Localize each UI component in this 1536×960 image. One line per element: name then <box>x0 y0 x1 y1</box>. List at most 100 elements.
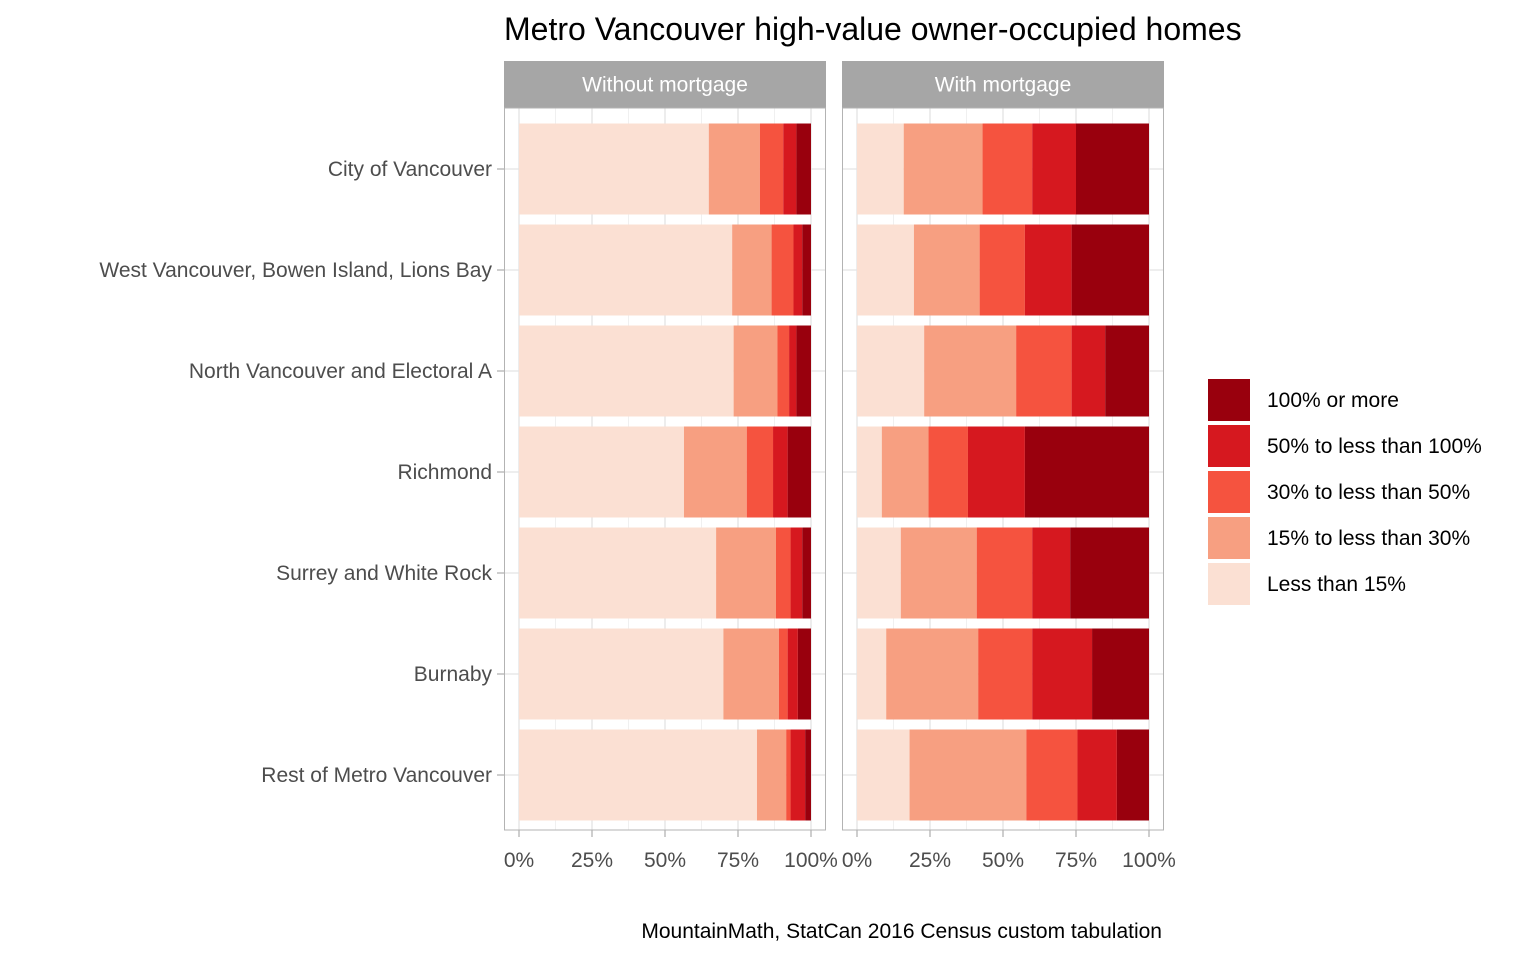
bar-without-mortgage-north-vancouver-and-electoral-a-less-than-15 <box>519 325 734 417</box>
bar-with-mortgage-west-vancouver-bowen-island-lions-bay-15-to-less-than-30 <box>913 224 980 316</box>
x-tick-label: 0% <box>842 849 872 872</box>
bar-without-mortgage-surrey-and-white-rock-50-to-less-than-100 <box>790 527 803 619</box>
facet-strip <box>504 61 826 108</box>
legend-label-15-to-less-than-30: 15% to less than 30% <box>1267 527 1470 550</box>
bar-without-mortgage-north-vancouver-and-electoral-a-30-to-less-than-50 <box>777 325 790 417</box>
bar-with-mortgage-city-of-vancouver-50-to-less-than-100 <box>1032 123 1076 215</box>
bar-without-mortgage-rest-of-metro-vancouver-15-to-less-than-30 <box>756 729 787 821</box>
bar-without-mortgage-west-vancouver-bowen-island-lions-bay-50-to-less-than-100 <box>793 224 803 316</box>
bar-without-mortgage-surrey-and-white-rock-30-to-less-than-50 <box>775 527 791 619</box>
bar-without-mortgage-burnaby-15-to-less-than-30 <box>723 628 779 720</box>
bar-with-mortgage-rest-of-metro-vancouver-50-to-less-than-100 <box>1077 729 1117 821</box>
category-label-burnaby: Burnaby <box>414 663 493 686</box>
category-label-west-vancouver-bowen-island-lions-bay: West Vancouver, Bowen Island, Lions Bay <box>99 259 492 282</box>
bar-with-mortgage-city-of-vancouver-15-to-less-than-30 <box>903 123 983 215</box>
x-tick-label: 50% <box>982 849 1024 872</box>
facet-strip-label: With mortgage <box>935 74 1072 97</box>
bar-without-mortgage-north-vancouver-and-electoral-a-15-to-less-than-30 <box>733 325 778 417</box>
bar-without-mortgage-burnaby-30-to-less-than-50 <box>778 628 788 720</box>
bar-without-mortgage-west-vancouver-bowen-island-lions-bay-30-to-less-than-50 <box>771 224 794 316</box>
x-tick-label: 25% <box>909 849 951 872</box>
bar-without-mortgage-rest-of-metro-vancouver-100-or-more <box>805 729 811 821</box>
bar-without-mortgage-rest-of-metro-vancouver-30-to-less-than-50 <box>786 729 791 821</box>
legend-label-100-or-more: 100% or more <box>1267 389 1399 412</box>
x-tick-label: 25% <box>571 849 613 872</box>
bar-with-mortgage-burnaby-15-to-less-than-30 <box>886 628 979 720</box>
category-label-richmond: Richmond <box>397 461 492 484</box>
bar-with-mortgage-west-vancouver-bowen-island-lions-bay-50-to-less-than-100 <box>1024 224 1072 316</box>
bar-without-mortgage-surrey-and-white-rock-15-to-less-than-30 <box>716 527 776 619</box>
legend-key-50-to-less-than-100 <box>1208 425 1250 467</box>
bar-with-mortgage-surrey-and-white-rock-100-or-more <box>1070 527 1149 619</box>
bar-with-mortgage-burnaby-100-or-more <box>1092 628 1149 720</box>
bar-without-mortgage-city-of-vancouver-100-or-more <box>796 123 811 215</box>
bar-without-mortgage-richmond-30-to-less-than-50 <box>746 426 774 518</box>
bar-without-mortgage-city-of-vancouver-less-than-15 <box>519 123 709 215</box>
bar-without-mortgage-north-vancouver-and-electoral-a-50-to-less-than-100 <box>789 325 797 417</box>
bar-with-mortgage-rest-of-metro-vancouver-30-to-less-than-50 <box>1026 729 1078 821</box>
bar-with-mortgage-west-vancouver-bowen-island-lions-bay-100-or-more <box>1071 224 1149 316</box>
bar-with-mortgage-rest-of-metro-vancouver-100-or-more <box>1116 729 1149 821</box>
bar-with-mortgage-richmond-100-or-more <box>1024 426 1149 518</box>
bar-with-mortgage-rest-of-metro-vancouver-15-to-less-than-30 <box>909 729 1027 821</box>
bar-with-mortgage-burnaby-less-than-15 <box>857 628 887 720</box>
bar-without-mortgage-richmond-50-to-less-than-100 <box>773 426 788 518</box>
bar-with-mortgage-richmond-15-to-less-than-30 <box>881 426 929 518</box>
category-label-surrey-and-white-rock: Surrey and White Rock <box>276 562 492 585</box>
facet-strip <box>842 61 1164 108</box>
x-tick-label: 100% <box>1122 849 1176 872</box>
bar-without-mortgage-rest-of-metro-vancouver-50-to-less-than-100 <box>790 729 806 821</box>
x-tick-label: 0% <box>504 849 534 872</box>
bar-with-mortgage-city-of-vancouver-less-than-15 <box>857 123 904 215</box>
category-label-city-of-vancouver: City of Vancouver <box>328 158 492 181</box>
bar-with-mortgage-richmond-30-to-less-than-50 <box>928 426 968 518</box>
bar-without-mortgage-west-vancouver-bowen-island-lions-bay-100-or-more <box>802 224 811 316</box>
category-label-north-vancouver-and-electoral-a: North Vancouver and Electoral A <box>189 360 492 383</box>
chart-caption: MountainMath, StatCan 2016 Census custom… <box>641 920 1162 943</box>
facet-strip-label: Without mortgage <box>582 74 748 97</box>
bar-with-mortgage-burnaby-30-to-less-than-50 <box>978 628 1033 720</box>
bar-with-mortgage-city-of-vancouver-30-to-less-than-50 <box>982 123 1033 215</box>
bar-with-mortgage-west-vancouver-bowen-island-lions-bay-30-to-less-than-50 <box>979 224 1025 316</box>
bar-without-mortgage-surrey-and-white-rock-less-than-15 <box>519 527 717 619</box>
bar-with-mortgage-rest-of-metro-vancouver-less-than-15 <box>857 729 910 821</box>
bar-without-mortgage-north-vancouver-and-electoral-a-100-or-more <box>796 325 811 417</box>
bar-without-mortgage-west-vancouver-bowen-island-lions-bay-15-to-less-than-30 <box>732 224 772 316</box>
facet-panel-with-mortgage: With mortgage 0% 25% 50% 75% 100% <box>842 61 1176 872</box>
bar-without-mortgage-city-of-vancouver-15-to-less-than-30 <box>708 123 760 215</box>
x-tick-label: 75% <box>1055 849 1097 872</box>
x-tick-label: 100% <box>784 849 838 872</box>
x-tick-label: 50% <box>644 849 686 872</box>
bar-with-mortgage-surrey-and-white-rock-30-to-less-than-50 <box>976 527 1033 619</box>
legend-label-50-to-less-than-100: 50% to less than 100% <box>1267 435 1482 458</box>
bar-with-mortgage-richmond-less-than-15 <box>857 426 882 518</box>
bar-with-mortgage-surrey-and-white-rock-less-than-15 <box>857 527 901 619</box>
bar-without-mortgage-burnaby-50-to-less-than-100 <box>787 628 798 720</box>
bar-with-mortgage-burnaby-50-to-less-than-100 <box>1032 628 1093 720</box>
legend-label-30-to-less-than-50: 30% to less than 50% <box>1267 481 1470 504</box>
bar-without-mortgage-burnaby-less-than-15 <box>519 628 724 720</box>
legend-label-less-than-15: Less than 15% <box>1267 573 1406 596</box>
bar-with-mortgage-north-vancouver-and-electoral-a-30-to-less-than-50 <box>1016 325 1072 417</box>
bar-without-mortgage-richmond-100-or-more <box>787 426 811 518</box>
bar-with-mortgage-north-vancouver-and-electoral-a-100-or-more <box>1105 325 1149 417</box>
bar-with-mortgage-north-vancouver-and-electoral-a-less-than-15 <box>857 325 925 417</box>
legend: 100% or more 50% to less than 100% 30% to … <box>1208 379 1482 605</box>
bar-with-mortgage-north-vancouver-and-electoral-a-15-to-less-than-30 <box>924 325 1017 417</box>
legend-key-30-to-less-than-50 <box>1208 471 1250 513</box>
bar-without-mortgage-rest-of-metro-vancouver-less-than-15 <box>519 729 757 821</box>
category-label-rest-of-metro-vancouver: Rest of Metro Vancouver <box>261 764 492 787</box>
bar-without-mortgage-richmond-15-to-less-than-30 <box>683 426 747 518</box>
bar-with-mortgage-surrey-and-white-rock-50-to-less-than-100 <box>1032 527 1071 619</box>
legend-key-100-or-more <box>1208 379 1250 421</box>
legend-key-15-to-less-than-30 <box>1208 517 1250 559</box>
bar-without-mortgage-west-vancouver-bowen-island-lions-bay-less-than-15 <box>519 224 733 316</box>
bar-with-mortgage-north-vancouver-and-electoral-a-50-to-less-than-100 <box>1071 325 1106 417</box>
bar-without-mortgage-city-of-vancouver-30-to-less-than-50 <box>759 123 784 215</box>
category-axis-labels: City of Vancouver West Vancouver, Bowen I… <box>99 158 504 787</box>
chart-title: Metro Vancouver high-value owner-occupie… <box>504 11 1242 47</box>
bar-with-mortgage-surrey-and-white-rock-15-to-less-than-30 <box>900 527 977 619</box>
legend-key-less-than-15 <box>1208 563 1250 605</box>
